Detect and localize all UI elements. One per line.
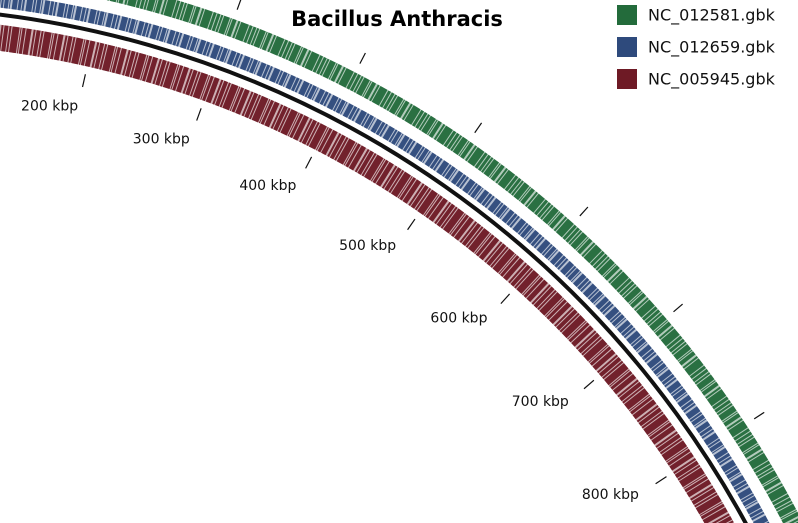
tick-label: 400 kbp <box>239 178 296 194</box>
legend-label: NC_012659.gbk <box>648 38 776 58</box>
tick-label: 600 kbp <box>430 310 487 326</box>
tick-mark <box>753 411 765 420</box>
legend-swatch <box>617 69 637 89</box>
legend-label: NC_012581.gbk <box>648 6 776 26</box>
tick-label: 800 kbp <box>582 487 639 503</box>
tick-mark <box>500 293 511 305</box>
tick-label: 200 kbp <box>21 98 78 114</box>
tick-mark <box>81 74 86 88</box>
tick-mark <box>673 303 684 313</box>
chart-title: Bacillus Anthracis <box>291 7 503 31</box>
tick-mark <box>196 108 202 121</box>
tick-label: 300 kbp <box>133 131 190 147</box>
tick-mark <box>655 476 667 485</box>
tick-mark <box>236 0 242 10</box>
tick-mark <box>305 156 313 169</box>
legend-label: NC_005945.gbk <box>648 70 776 90</box>
tick-label: 500 kbp <box>339 238 396 254</box>
tick-mark <box>407 218 416 231</box>
tick-mark <box>583 379 595 390</box>
tick-label: 700 kbp <box>512 394 569 410</box>
tick-mark <box>579 206 589 217</box>
backbone <box>0 12 748 523</box>
legend-swatch <box>617 37 637 57</box>
tick-mark <box>359 52 366 64</box>
tick-mark <box>474 122 483 134</box>
legend-swatch <box>617 5 637 25</box>
